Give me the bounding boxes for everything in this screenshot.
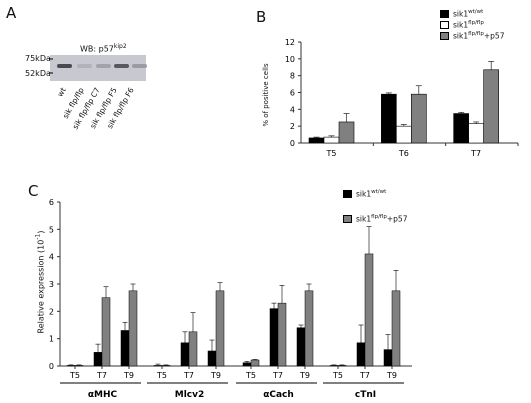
panel-letter-c: C: [28, 182, 39, 200]
legend-item: sik1wt/wt: [440, 9, 483, 19]
legend-item: sik1flp/flp: [440, 20, 484, 30]
bar: [161, 365, 171, 367]
x-tick-label: T9: [123, 371, 134, 380]
y-tick-label: 12: [285, 38, 295, 47]
bar: [269, 308, 279, 367]
legend-item: sik1wt/wt: [343, 189, 386, 199]
x-tick-label: T7: [359, 371, 370, 380]
bar: [383, 349, 393, 367]
x-tick-label: T7: [96, 371, 107, 380]
y-tick-label: 2: [49, 307, 54, 316]
y-tick-label: 6: [49, 198, 54, 207]
blot-band: [96, 64, 111, 68]
y-tick-label: 1: [49, 335, 54, 344]
x-tick-label: T7: [470, 149, 481, 158]
blot-band: [114, 64, 129, 68]
blot-title: WB: p57kip2: [80, 43, 127, 54]
legend-item: sik1flp/flp+p57: [343, 214, 407, 224]
legend-swatch: [440, 20, 449, 29]
marker-52kda: 52kDa: [25, 69, 51, 78]
x-tick-label: T9: [299, 371, 310, 380]
bar: [337, 365, 347, 367]
group-label: αCach: [263, 390, 294, 400]
x-tick-label: T5: [245, 371, 256, 380]
bar: [128, 290, 138, 367]
x-tick-label: T7: [183, 371, 194, 380]
bar: [250, 359, 260, 367]
x-tick-label: T5: [69, 371, 80, 380]
group-label: αMHC: [88, 390, 118, 400]
bar: [304, 290, 314, 367]
group-label: Mlcv2: [175, 390, 205, 400]
bar: [207, 350, 217, 367]
bar: [391, 290, 401, 367]
x-tick-label: T5: [326, 149, 337, 158]
x-tick-label: T7: [272, 371, 283, 380]
bar: [66, 365, 76, 367]
y-tick-label: 5: [49, 225, 54, 234]
legend-item: sik1flp/flp+p57: [440, 31, 504, 41]
blot-band: [57, 64, 72, 68]
bar: [188, 331, 198, 367]
x-tick-label: T9: [386, 371, 397, 380]
legend-swatch: [440, 9, 449, 18]
y-tick-label: 4: [290, 105, 295, 114]
bar: [329, 365, 339, 367]
legend-swatch: [343, 214, 352, 223]
panel-letter-b: B: [256, 8, 267, 26]
legend-label: sik1wt/wt: [453, 9, 484, 19]
legend-swatch: [343, 189, 352, 198]
bar: [101, 297, 111, 367]
bar: [215, 290, 225, 367]
blot-band: [132, 64, 147, 68]
panel-letter-a: A: [6, 4, 17, 22]
bar: [242, 362, 252, 367]
legend-label: sik1wt/wt: [356, 189, 387, 199]
y-tick-label: 10: [285, 55, 295, 64]
bar: [153, 365, 163, 367]
bar: [93, 352, 103, 367]
y-tick-label: 4: [49, 253, 54, 262]
y-tick-label: 0: [49, 362, 54, 371]
bar: [120, 330, 130, 367]
bar: [364, 253, 374, 367]
blot-membrane: [50, 55, 147, 81]
bar: [277, 302, 287, 367]
bar: [356, 342, 366, 367]
y-tick-label: 6: [290, 89, 295, 98]
blot-band: [77, 64, 92, 68]
chart-c-ylabel: Relative expression (10-1): [34, 230, 46, 334]
y-tick-label: 8: [290, 72, 295, 81]
y-tick-label: 0: [290, 139, 295, 148]
legend-label: sik1flp/flp+p57: [356, 214, 408, 224]
x-tick-label: T5: [156, 371, 167, 380]
bar: [296, 327, 306, 367]
legend-label: sik1flp/flp+p57: [453, 31, 505, 41]
legend-swatch: [440, 31, 449, 40]
y-tick-label: 2: [290, 122, 295, 131]
x-tick-label: T9: [210, 371, 221, 380]
legend-label: sik1flp/flp: [453, 20, 484, 30]
x-tick-label: T6: [398, 149, 409, 158]
marker-75kda: 75kDa: [25, 54, 51, 63]
group-label: cTnI: [355, 390, 376, 400]
x-tick-label: T5: [332, 371, 343, 380]
y-tick-label: 3: [49, 280, 54, 289]
bar: [74, 365, 84, 367]
bar: [180, 342, 190, 367]
